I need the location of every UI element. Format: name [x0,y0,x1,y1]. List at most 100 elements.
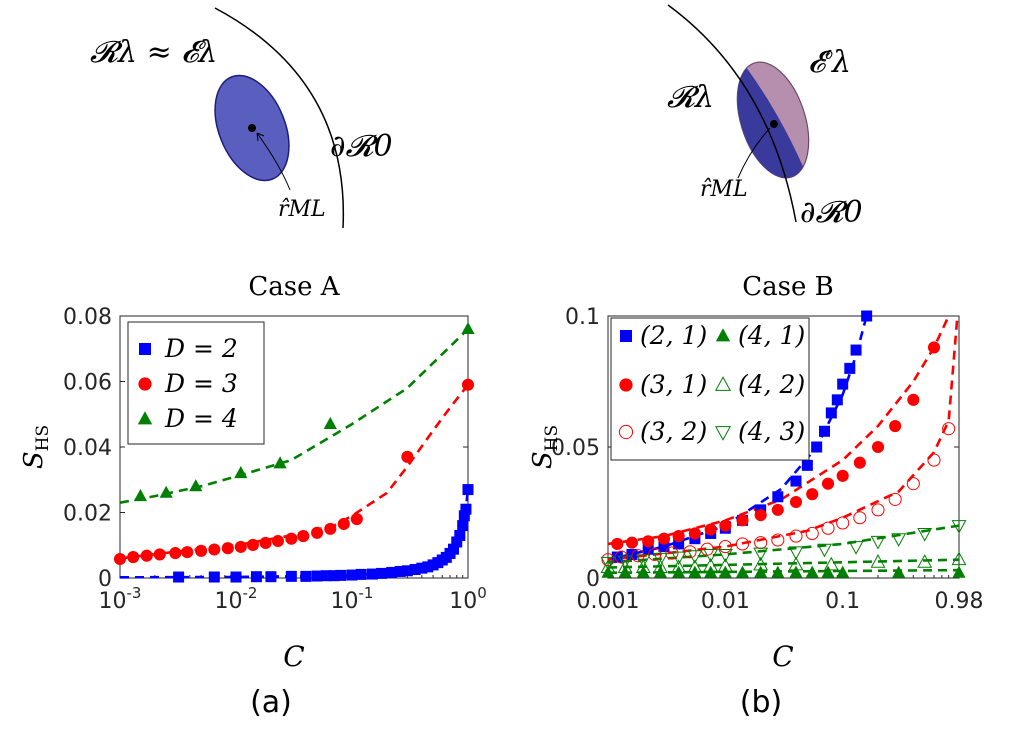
data-point [789,529,803,543]
y-tick-label: 0 [586,567,600,592]
data-point [861,310,873,322]
data-point [688,527,701,540]
data-point [688,565,702,578]
data-point [454,529,466,541]
boundary-curve-b [667,4,797,223]
data-point [754,536,768,550]
data-point [658,541,670,553]
data-point [401,565,413,577]
y-tick-label: 0.05 [551,436,600,461]
legend-label: (3, 1) [640,370,707,399]
data-point [754,509,767,522]
data-point [806,488,819,501]
data-point [821,521,835,535]
data-point [173,571,185,583]
data-point [805,565,819,578]
data-point [300,570,312,582]
chart-b-title: Case B [742,272,834,302]
data-point [601,565,615,578]
chart-b-legend: (2, 1) (4, 1) (3, 1) (4, 2) (3, 2) (4, 3) [610,317,810,461]
data-point [672,530,685,543]
ml-label-b: r̂ML [700,177,748,202]
x-tick-label: 10-3 [99,584,142,614]
data-point [819,425,831,437]
data-point [297,530,310,543]
data-point [618,565,632,578]
data-point [870,554,886,568]
data-point [451,536,463,548]
data-point [635,559,651,573]
data-point [703,548,719,563]
data-point [952,565,966,578]
data-point [328,570,340,582]
data-point [837,378,849,390]
series-curve--4-2- [607,558,960,569]
data-point [653,559,668,573]
series-curve--3-2- [607,315,959,561]
chart-a-points [113,321,475,583]
data-point [611,537,624,550]
data-point [230,571,242,583]
data-point [754,565,768,578]
data-point [951,520,967,534]
x-tick-label: 10-2 [215,584,258,614]
data-point [671,559,687,573]
data-point [234,540,247,553]
data-point [942,422,956,436]
data-point [259,536,272,550]
data-point [350,513,363,526]
chart-b-x-ticks: 0.001 0.01 0.1 0.98 [577,572,984,614]
data-point [907,393,920,406]
data-point [653,565,668,578]
data-point [133,488,148,502]
boundary-label-a: ∂𝓡0 [330,129,393,164]
ml-point-a [248,124,256,132]
data-point [871,503,885,517]
data-point [642,535,655,548]
data-point [285,570,297,582]
ml-label-a: r̂ML [278,197,326,222]
data-point [789,495,803,509]
series-curve-D-4 [119,328,469,504]
x-tick-label: 10-1 [331,584,374,614]
data-point [718,540,732,554]
ellipsoid-label-b: 𝓔′λ [808,45,851,80]
data-point [401,450,414,463]
data-point [386,566,398,578]
data-point [271,534,285,548]
legend-marker [714,376,732,391]
data-point [311,526,324,539]
data-point [717,548,733,563]
data-point [771,565,785,578]
data-point [821,565,835,578]
data-point [234,466,248,479]
data-point [460,503,472,515]
data-point [265,571,277,583]
x-tick-label: 0.98 [935,589,984,614]
data-point [811,441,823,453]
legend-marker [714,426,732,441]
legend-label: (2, 1) [640,321,707,350]
data-point [462,484,474,496]
x-tick-label: 0.1 [825,589,860,614]
chart-a-ylabel: SHS [19,425,53,469]
ml-point-b [770,120,778,128]
data-point [848,541,864,555]
chart-b-points [600,310,967,578]
data-point [657,532,671,545]
data-point [892,565,906,578]
data-point [208,571,220,583]
data-point [844,362,856,374]
panel-label-b: (b) [740,685,782,720]
data-point [917,528,933,542]
data-point [611,551,623,563]
data-point [703,558,719,572]
x-tick-label: 0.01 [701,589,750,614]
legend-label: D = 2 [164,334,238,363]
data-point [927,453,941,467]
sketch-b: 𝓡λ 𝓔′λ ∂𝓡0 r̂ML [667,4,863,230]
ml-arrow-a [256,132,291,191]
chart-a-xlabel: C [283,640,304,673]
data-point [617,555,633,570]
y-tick-label: 0.08 [63,305,112,330]
